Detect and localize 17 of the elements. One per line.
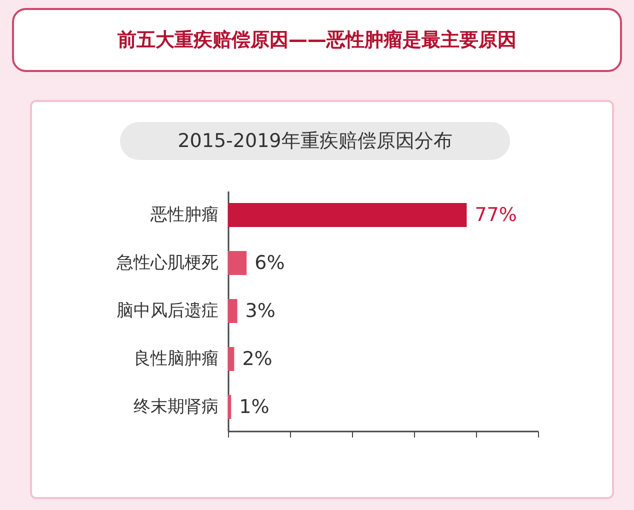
data-label: 1% — [239, 396, 270, 418]
bar — [228, 251, 247, 275]
bar — [228, 299, 238, 323]
data-label: 6% — [254, 252, 285, 274]
y-tick-label: 脑中风后遗症 — [116, 301, 218, 321]
bar — [228, 395, 232, 419]
bar — [228, 203, 467, 227]
data-label: 2% — [242, 348, 272, 370]
y-tick-label: 良性脑肿瘤 — [134, 349, 218, 369]
bar — [228, 347, 234, 371]
chart-subtitle: 2015-2019年重疾赔偿原因分布 — [120, 122, 510, 160]
y-tick-label: 恶性肿瘤 — [150, 205, 218, 225]
y-tick-label: 终末期肾病 — [134, 397, 218, 417]
data-label: 77% — [474, 204, 517, 226]
data-label: 3% — [245, 300, 276, 322]
y-tick-label: 急性心肌梗死 — [116, 253, 218, 273]
chart-title: 前五大重疾赔偿原因——恶性肿瘤是最主要原因 — [12, 8, 622, 72]
